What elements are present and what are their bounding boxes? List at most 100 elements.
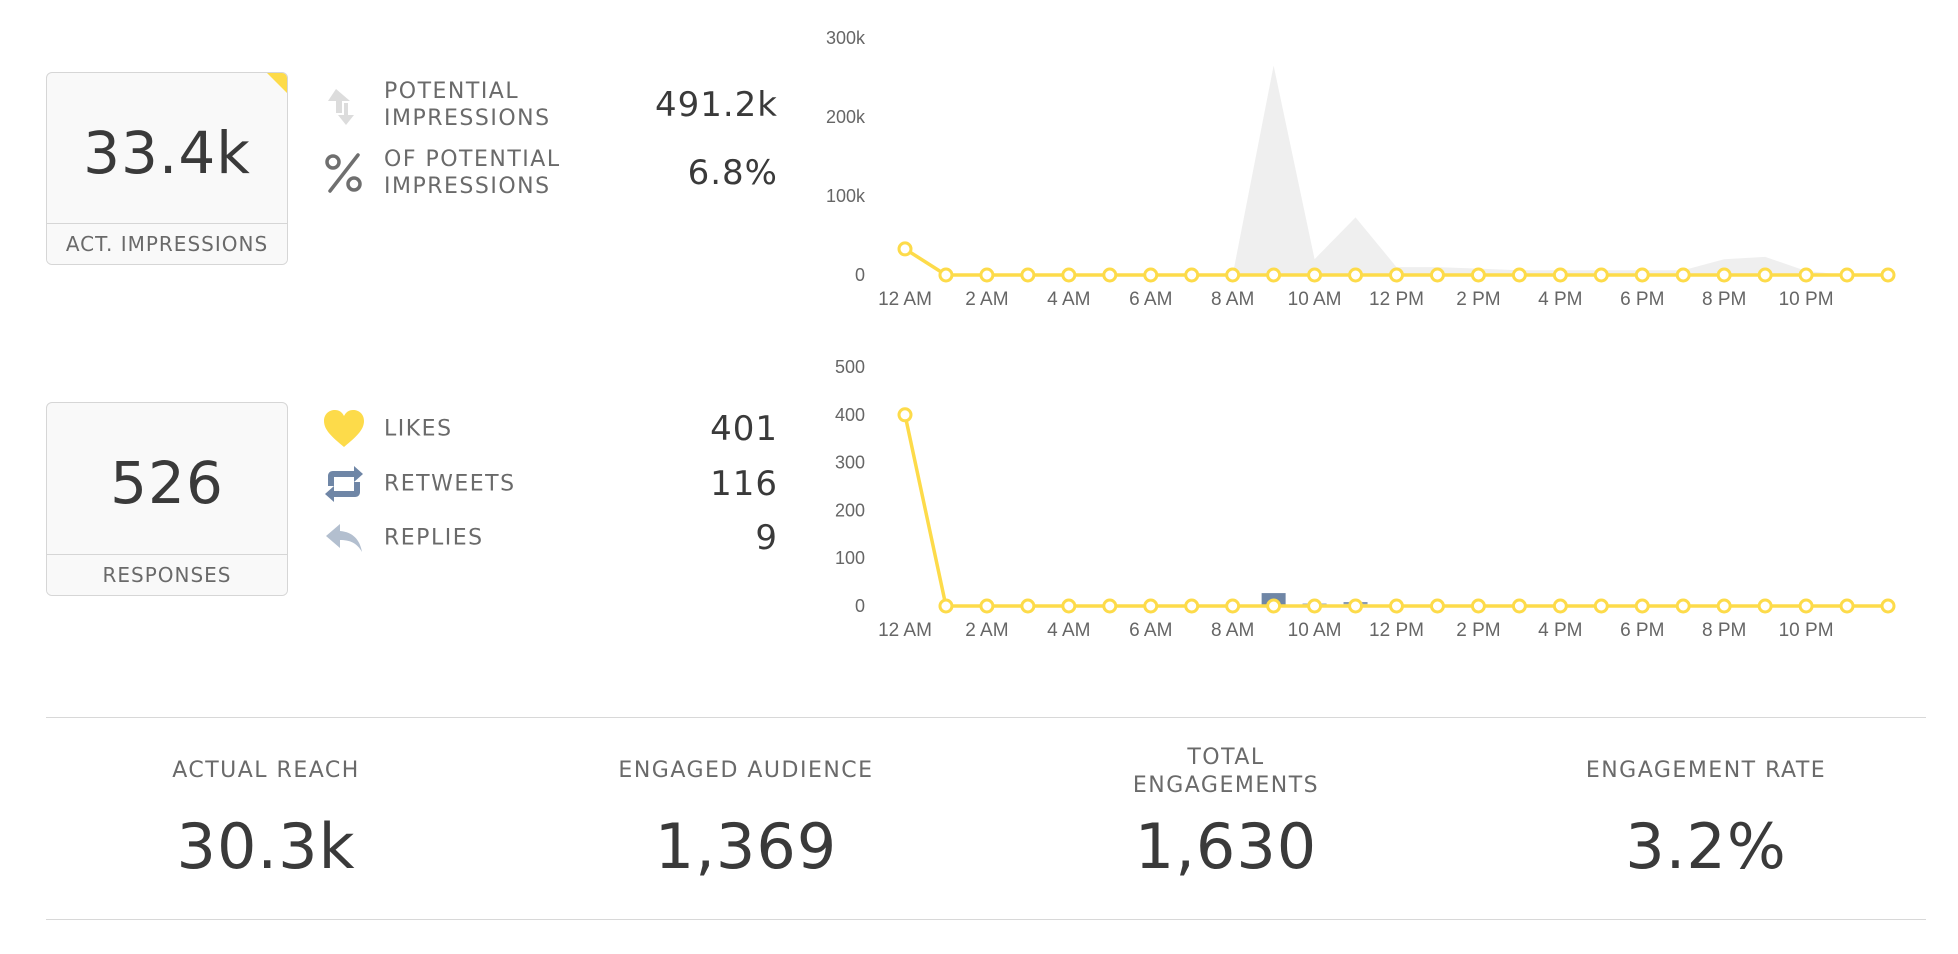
actual-impressions-value: 33.4k (83, 119, 251, 187)
retweets-label: RETWEETS (384, 471, 516, 497)
actual-impressions-caption: ACT. IMPRESSIONS (47, 223, 287, 264)
total-engagements-value: 1,630 (1134, 810, 1318, 883)
data-point (1593, 598, 1609, 614)
x-tick-label: 8 PM (1702, 620, 1746, 641)
x-tick-label: 6 PM (1620, 289, 1664, 310)
data-point (1675, 598, 1691, 614)
y-tick-label: 0 (855, 596, 865, 616)
data-point (1184, 267, 1200, 283)
data-point (1184, 598, 1200, 614)
responses-chart: 500 400 300 200 100 0 12 AM 2 AM 4 AM 6 AM 8 AM 10 … (800, 350, 1958, 650)
of-potential-label: OF POTENTIAL IMPRESSIONS (384, 147, 561, 199)
y-tick-label: 100k (826, 186, 866, 206)
data-point (1389, 598, 1404, 614)
data-point (1225, 267, 1241, 283)
heart-icon (322, 407, 366, 451)
data-point (1470, 267, 1486, 283)
data-point (1020, 267, 1036, 283)
potential-impressions-label: POTENTIAL IMPRESSIONS (384, 79, 551, 131)
data-point (1552, 267, 1568, 283)
x-tick-label: 4 PM (1538, 620, 1582, 641)
data-point (1675, 267, 1691, 283)
data-point (1020, 598, 1036, 614)
x-tick-label: 4 AM (1047, 289, 1090, 310)
data-point (1511, 267, 1527, 283)
y-tick-label: 200k (826, 107, 866, 127)
data-point (1511, 598, 1527, 614)
impressions-chart-svg: 300k 200k 100k 0 12 AM 2 AM 4 AM 6 AM 8 AM 10 AM 1… (826, 28, 1896, 310)
x-tick-label: 8 AM (1211, 620, 1254, 641)
responses-value: 526 (110, 449, 224, 517)
data-point (897, 407, 913, 423)
data-point (1061, 267, 1077, 283)
impressions-chart: 300k 200k 100k 0 12 AM 2 AM 4 AM 6 AM 8 AM 10 AM 1… (800, 20, 1958, 320)
x-tick-label: 10 PM (1779, 620, 1834, 641)
retweet-icon (322, 462, 366, 506)
x-tick-label: 6 AM (1129, 289, 1172, 310)
actual-reach-label: ACTUAL REACH (172, 758, 360, 783)
likes-label: LIKES (384, 416, 453, 442)
x-tick-label: 4 PM (1538, 289, 1582, 310)
replies-value: 9 (755, 518, 778, 558)
x-tick-label: 2 PM (1456, 620, 1500, 641)
x-tick-label: 10 PM (1779, 289, 1834, 310)
data-point (1143, 267, 1159, 283)
percent-icon (322, 151, 366, 195)
data-point (1798, 598, 1814, 614)
data-point (1266, 267, 1282, 283)
of-potential-value: 6.8% (687, 153, 778, 193)
y-tick-label: 300 (835, 453, 865, 473)
data-point (1266, 598, 1282, 614)
potential-impressions-value: 491.2k (654, 85, 778, 125)
actual-reach-value: 30.3k (176, 810, 356, 883)
x-tick-label: 12 AM (878, 289, 932, 310)
likes-value: 401 (710, 409, 778, 449)
data-point (1634, 267, 1650, 283)
engagement-rate-label: ENGAGEMENT RATE (1585, 758, 1827, 783)
retweets-row: RETWEETS 116 (322, 457, 778, 511)
data-point (938, 267, 954, 283)
data-point (1552, 598, 1568, 614)
data-point (979, 598, 995, 614)
x-tick-label: 8 PM (1702, 289, 1746, 310)
data-point (1061, 598, 1077, 614)
data-point (897, 241, 913, 257)
y-tick-label: 400 (835, 405, 865, 425)
data-point (1593, 267, 1609, 283)
engaged-audience-value: 1,369 (654, 810, 838, 883)
x-tick-label: 6 PM (1620, 620, 1664, 641)
engaged-audience-label: ENGAGED AUDIENCE (618, 758, 874, 783)
series-line (903, 414, 1888, 608)
data-point (1716, 598, 1732, 614)
engagement-rate-value: 3.2% (1625, 810, 1787, 883)
y-tick-label: 200 (835, 500, 865, 520)
x-tick-label: 10 AM (1288, 620, 1342, 641)
data-point (1757, 267, 1773, 283)
x-tick-label: 12 PM (1369, 620, 1424, 641)
data-point (1716, 267, 1732, 283)
data-point (1880, 267, 1896, 283)
x-tick-label: 2 PM (1456, 289, 1500, 310)
data-point (938, 598, 954, 614)
retweets-value: 116 (710, 464, 778, 504)
data-point (1429, 267, 1445, 283)
replies-label: REPLIES (384, 525, 484, 551)
data-point (1348, 598, 1364, 614)
x-tick-label: 2 AM (965, 289, 1008, 310)
x-tick-label: 4 AM (1047, 620, 1090, 641)
potential-impressions-row: POTENTIAL IMPRESSIONS 491.2k (322, 78, 778, 132)
x-tick-label: 6 AM (1129, 620, 1172, 641)
replies-row: REPLIES 9 (322, 511, 778, 565)
of-potential-row: OF POTENTIAL IMPRESSIONS 6.8% (322, 146, 778, 200)
data-point (1307, 598, 1323, 614)
y-tick-label: 300k (826, 28, 866, 48)
data-point (1839, 267, 1855, 283)
data-point (1389, 267, 1404, 283)
y-tick-label: 500 (835, 357, 865, 377)
potential-impressions-area (905, 65, 1888, 276)
data-point (1757, 598, 1773, 614)
data-point (1225, 598, 1241, 614)
stats-top-divider (46, 717, 1926, 718)
x-tick-label: 2 AM (965, 620, 1008, 641)
total-engagements-label: TOTAL ENGAGEMENTS (1132, 745, 1320, 798)
